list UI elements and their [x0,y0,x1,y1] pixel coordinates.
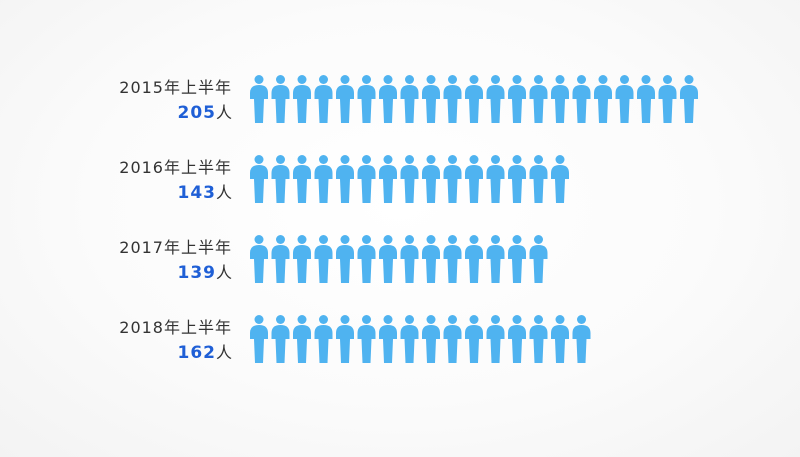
person-icon [379,75,397,123]
person-icon [465,235,483,283]
person-icon [293,235,311,283]
person-icon [336,75,354,123]
person-icon [486,155,505,203]
person-icon [443,315,462,363]
person-icon [400,235,419,283]
person-icon [379,235,397,283]
icon-row [250,315,591,363]
person-icon [293,75,311,123]
value-unit: 人 [215,263,232,282]
value-number: 162 [177,343,216,363]
person-icon [443,75,462,123]
icon-row [250,235,548,283]
row-label: 2018年上半年 162人 [119,318,232,364]
person-icon [486,235,505,283]
person-icon [594,75,612,123]
person-icon [271,155,290,203]
person-icon [551,75,569,123]
value-unit: 人 [215,183,232,202]
person-icon [422,315,440,363]
row-label: 2016年上半年 143人 [119,158,232,204]
person-icon [250,75,268,123]
person-icon [658,75,677,123]
value-label: 139人 [119,262,232,284]
chart-row: 2016年上半年 143人 [0,155,800,218]
person-icon [357,75,376,123]
person-icon [357,235,376,283]
person-icon [486,75,505,123]
person-icon [508,155,526,203]
chart-row: 2018年上半年 162人 [0,315,800,378]
person-icon [508,75,526,123]
person-icon [551,155,569,203]
person-icon [465,315,483,363]
person-icon [422,155,440,203]
person-icon [572,315,591,363]
person-icon [465,75,483,123]
value-label: 162人 [119,342,232,364]
person-icon [529,235,548,283]
person-icon [529,155,548,203]
icon-row [250,155,569,203]
person-icon [443,235,462,283]
person-icon [314,155,333,203]
person-icon [615,75,634,123]
person-icon [400,155,419,203]
person-icon [357,155,376,203]
person-icon [529,315,548,363]
person-icon [314,235,333,283]
chart-row: 2015年上半年 205人 [0,75,800,138]
category-label: 2015年上半年 [119,78,232,97]
person-icon [357,315,376,363]
person-icon [572,75,591,123]
value-number: 205 [177,103,216,123]
person-icon [680,75,698,123]
person-icon [336,315,354,363]
row-label: 2017年上半年 139人 [119,238,232,284]
person-icon [271,75,290,123]
person-icon [293,315,311,363]
person-icon [443,155,462,203]
person-icon [529,75,548,123]
value-number: 139 [177,263,216,283]
person-icon [400,75,419,123]
person-icon [486,315,505,363]
category-label: 2018年上半年 [119,318,232,337]
value-number: 143 [177,183,216,203]
person-icon [508,315,526,363]
icon-row [250,75,698,123]
person-icon [250,155,268,203]
person-icon [551,315,569,363]
person-icon [271,315,290,363]
value-label: 143人 [119,182,232,204]
person-icon [314,75,333,123]
chart-row: 2017年上半年 139人 [0,235,800,298]
value-label: 205人 [119,102,232,124]
person-icon [336,235,354,283]
person-icon [422,75,440,123]
person-icon [314,315,333,363]
person-icon [379,155,397,203]
person-icon [637,75,655,123]
person-icon [271,235,290,283]
person-icon [336,155,354,203]
value-unit: 人 [215,343,232,362]
value-unit: 人 [215,103,232,122]
category-label: 2017年上半年 [119,238,232,257]
person-icon [508,235,526,283]
person-icon [400,315,419,363]
person-icon [422,235,440,283]
person-icon [465,155,483,203]
row-label: 2015年上半年 205人 [119,78,232,124]
person-icon [250,315,268,363]
category-label: 2016年上半年 [119,158,232,177]
person-icon [250,235,268,283]
person-icon [293,155,311,203]
person-icon [379,315,397,363]
